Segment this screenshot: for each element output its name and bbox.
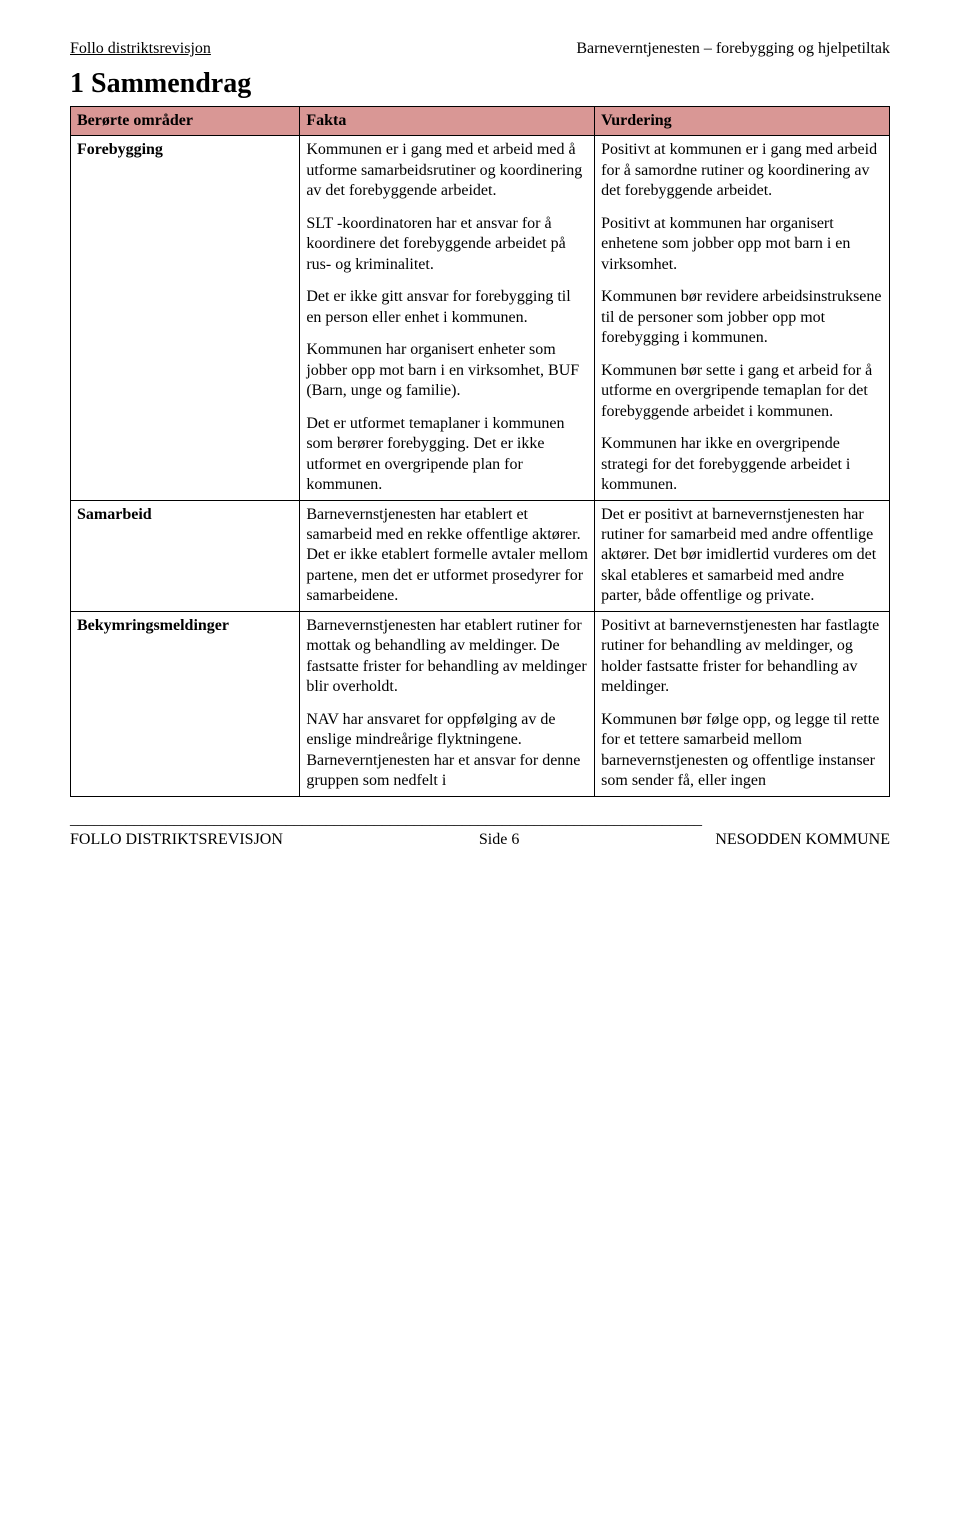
- fakta-cell: Barnevernstjenesten har etablert rutiner…: [300, 611, 595, 796]
- vurdering-cell: Positivt at kommunen er i gang med arbei…: [595, 136, 890, 500]
- fakta-paragraph: Det er ikke gitt ansvar for forebygging …: [306, 287, 588, 328]
- col-header-fakta: Fakta: [300, 107, 595, 136]
- vurdering-paragraph: Kommunen har ikke en overgripende strate…: [601, 434, 883, 495]
- table-row: ForebyggingKommunen er i gang med et arb…: [71, 136, 890, 500]
- page-footer: FOLLO DISTRIKTSREVISJON Side 6 NESODDEN …: [70, 831, 890, 849]
- header-left: Follo distriktsrevisjon: [70, 40, 211, 58]
- vurdering-paragraph: Det er positivt at barnevernstjenesten h…: [601, 505, 883, 607]
- summary-table: Berørte områder Fakta Vurdering Forebygg…: [70, 106, 890, 797]
- fakta-cell: Kommunen er i gang med et arbeid med å u…: [300, 136, 595, 500]
- table-row: BekymringsmeldingerBarnevernstjenesten h…: [71, 611, 890, 796]
- col-header-vurdering: Vurdering: [595, 107, 890, 136]
- vurdering-paragraph: Positivt at kommunen har organisert enhe…: [601, 214, 883, 275]
- vurdering-paragraph: Kommunen bør revidere arbeidsinstruksene…: [601, 287, 883, 348]
- col-header-areas: Berørte områder: [71, 107, 300, 136]
- table-row: SamarbeidBarnevernstjenesten har etabler…: [71, 500, 890, 611]
- fakta-paragraph: NAV har ansvaret for oppfølging av de en…: [306, 710, 588, 792]
- table-header-row: Berørte områder Fakta Vurdering: [71, 107, 890, 136]
- page-title: 1 Sammendrag: [70, 68, 890, 100]
- page-header: Follo distriktsrevisjon Barneverntjenest…: [70, 40, 890, 58]
- fakta-paragraph: Barnevernstjenesten har etablert et sama…: [306, 505, 588, 607]
- fakta-cell: Barnevernstjenesten har etablert et sama…: [300, 500, 595, 611]
- row-label: Forebygging: [71, 136, 300, 500]
- row-label: Bekymringsmeldinger: [71, 611, 300, 796]
- row-label: Samarbeid: [71, 500, 300, 611]
- footer-left: FOLLO DISTRIKTSREVISJON: [70, 831, 283, 849]
- table-body: ForebyggingKommunen er i gang med et arb…: [71, 136, 890, 796]
- fakta-paragraph: Kommunen har organisert enheter som jobb…: [306, 340, 588, 401]
- header-right: Barneverntjenesten – forebygging og hjel…: [576, 40, 890, 58]
- footer-right: NESODDEN KOMMUNE: [715, 831, 890, 849]
- footer-separator: ________________________________________…: [70, 811, 890, 829]
- vurdering-paragraph: Kommunen bør følge opp, og legge til ret…: [601, 710, 883, 792]
- vurdering-cell: Det er positivt at barnevernstjenesten h…: [595, 500, 890, 611]
- fakta-paragraph: Barnevernstjenesten har etablert rutiner…: [306, 616, 588, 698]
- vurdering-paragraph: Kommunen bør sette i gang et arbeid for …: [601, 361, 883, 422]
- vurdering-cell: Positivt at barnevernstjenesten har fast…: [595, 611, 890, 796]
- vurdering-paragraph: Positivt at barnevernstjenesten har fast…: [601, 616, 883, 698]
- fakta-paragraph: SLT -koordinatoren har et ansvar for å k…: [306, 214, 588, 275]
- fakta-paragraph: Kommunen er i gang med et arbeid med å u…: [306, 140, 588, 201]
- vurdering-paragraph: Positivt at kommunen er i gang med arbei…: [601, 140, 883, 201]
- fakta-paragraph: Det er utformet temaplaner i kommunen so…: [306, 414, 588, 496]
- footer-center: Side 6: [479, 831, 519, 849]
